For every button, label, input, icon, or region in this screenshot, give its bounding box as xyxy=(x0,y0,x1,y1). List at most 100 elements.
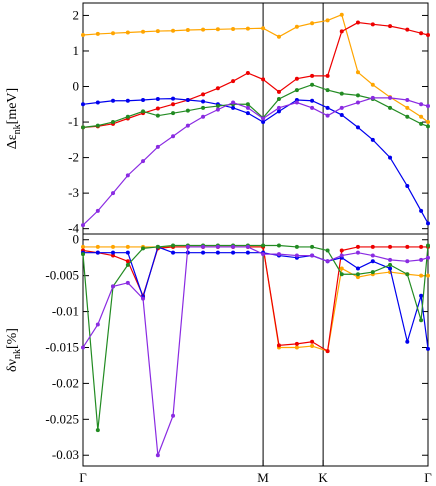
data-point xyxy=(201,27,206,32)
y-tick-label: -0.02 xyxy=(52,375,79,390)
data-point xyxy=(125,280,130,285)
series-line xyxy=(82,21,429,128)
data-point xyxy=(141,29,146,34)
data-point xyxy=(95,250,100,255)
data-point xyxy=(405,105,410,110)
panel-energy: -4 -3 -2 -1 0 1 2 Δεnk[meV] xyxy=(5,2,430,236)
data-point xyxy=(155,96,160,101)
data-point xyxy=(310,73,315,78)
data-point xyxy=(95,100,100,105)
data-point xyxy=(325,259,330,264)
data-point xyxy=(370,270,375,275)
data-point xyxy=(261,252,266,257)
data-point xyxy=(426,32,430,37)
data-point xyxy=(185,28,190,33)
data-point xyxy=(339,248,344,253)
data-point xyxy=(276,243,281,248)
data-point xyxy=(245,250,250,255)
data-point xyxy=(294,341,299,346)
data-point xyxy=(171,28,176,33)
data-point xyxy=(388,24,393,29)
data-point xyxy=(215,244,220,249)
data-point xyxy=(231,250,236,255)
data-point xyxy=(294,76,299,81)
data-point xyxy=(339,12,344,17)
series-line xyxy=(82,13,429,123)
data-point xyxy=(95,123,100,128)
series-line xyxy=(82,97,429,226)
plot-frame xyxy=(82,233,429,467)
data-point xyxy=(325,113,330,118)
data-point xyxy=(171,250,176,255)
data-point xyxy=(294,24,299,29)
data-point xyxy=(355,125,360,130)
data-point xyxy=(81,345,85,350)
data-point xyxy=(310,344,315,349)
y-tick-label: 1 xyxy=(73,43,80,58)
data-point xyxy=(261,116,266,121)
data-point xyxy=(325,105,330,110)
data-point xyxy=(125,262,130,267)
data-point xyxy=(388,266,393,271)
data-point xyxy=(171,243,176,248)
data-point xyxy=(388,244,393,249)
data-point xyxy=(201,244,206,249)
data-point xyxy=(141,109,146,114)
data-point xyxy=(276,343,281,348)
data-point xyxy=(370,244,375,249)
data-point xyxy=(370,82,375,87)
data-point xyxy=(388,105,393,110)
data-point xyxy=(426,221,430,226)
data-point xyxy=(125,250,130,255)
data-point xyxy=(231,26,236,31)
data-point xyxy=(355,100,360,105)
y-tick-label: -4 xyxy=(68,221,79,236)
y-tick-label: 2 xyxy=(73,7,80,22)
data-point xyxy=(276,105,281,110)
data-point xyxy=(111,244,116,249)
data-point xyxy=(245,102,250,107)
data-point xyxy=(245,244,250,249)
data-point xyxy=(141,246,146,251)
x-tick-label: K xyxy=(318,470,328,485)
data-point xyxy=(185,244,190,249)
data-point xyxy=(426,273,430,278)
data-point xyxy=(294,244,299,249)
data-point xyxy=(355,93,360,98)
data-point xyxy=(95,208,100,213)
y-axis-label: δνnk[%] xyxy=(5,328,23,372)
data-point xyxy=(141,98,146,103)
data-point xyxy=(185,108,190,113)
y-axis-label: Δεnk[meV] xyxy=(5,88,23,149)
data-point xyxy=(95,322,100,327)
data-point xyxy=(171,413,176,418)
data-point xyxy=(171,111,176,116)
data-point xyxy=(155,244,160,249)
data-point xyxy=(426,243,430,248)
data-point xyxy=(261,26,266,31)
data-point xyxy=(339,253,344,258)
data-point xyxy=(81,32,85,37)
series-line xyxy=(82,97,429,224)
data-point xyxy=(370,253,375,258)
data-point xyxy=(276,109,281,114)
data-point xyxy=(294,345,299,350)
data-point xyxy=(125,244,130,249)
data-point xyxy=(419,293,424,298)
data-point xyxy=(185,123,190,128)
data-point xyxy=(370,137,375,142)
data-point xyxy=(155,29,160,34)
data-point xyxy=(125,30,130,35)
data-point xyxy=(310,98,315,103)
y-tick-label: -0.025 xyxy=(45,411,79,426)
data-point xyxy=(370,259,375,264)
data-point xyxy=(426,255,430,260)
y-tick-label: 0 xyxy=(73,79,80,94)
data-point xyxy=(185,98,190,103)
data-point xyxy=(111,250,116,255)
data-point xyxy=(155,144,160,149)
data-point xyxy=(405,27,410,32)
data-point xyxy=(111,191,116,196)
data-point xyxy=(95,31,100,36)
series-line xyxy=(82,246,429,456)
